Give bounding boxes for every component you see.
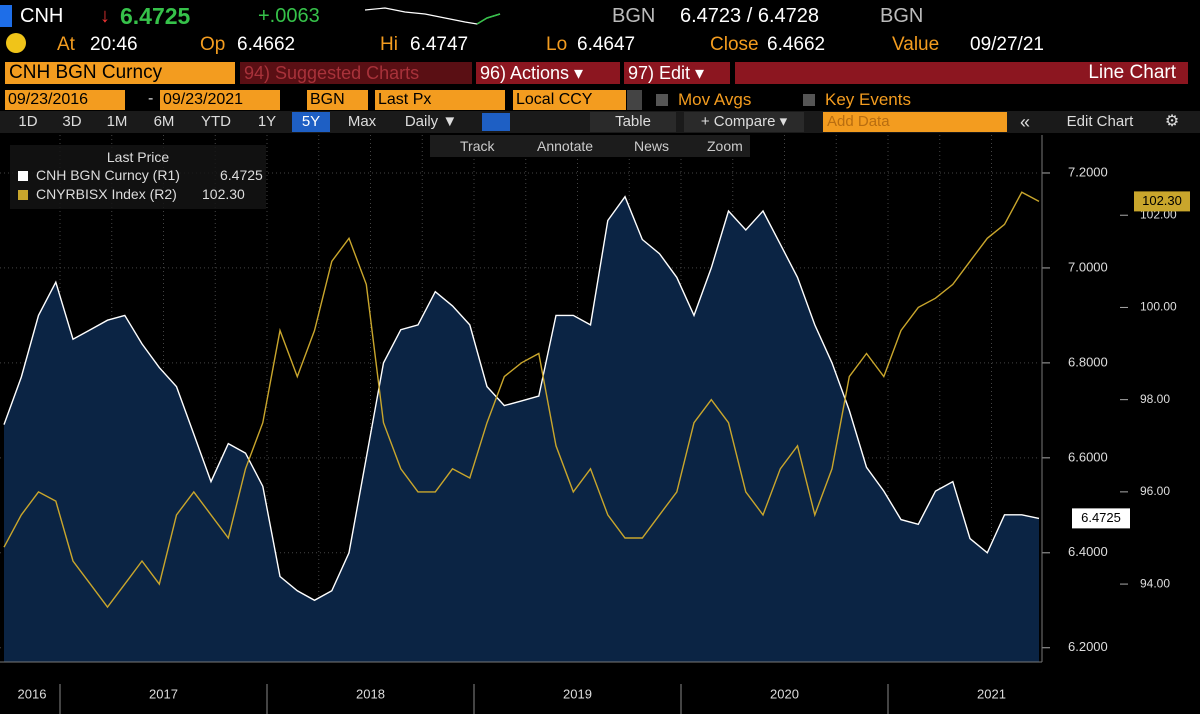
- sparkline: [365, 7, 501, 25]
- stat-value: 6.4662: [767, 34, 826, 55]
- actions-menu[interactable]: 96) Actions ▾: [476, 62, 620, 84]
- y-tick-label: 7.2000: [1068, 164, 1108, 179]
- x-tick-label: 2019: [563, 686, 592, 701]
- table-button[interactable]: Table: [590, 112, 676, 132]
- stat-value: 6.4747: [410, 34, 469, 55]
- y-tick-label: 6.8000: [1068, 354, 1108, 369]
- range-button[interactable]: Max: [347, 113, 377, 130]
- stat-value: 09/27/21: [970, 34, 1044, 55]
- legend: Last Price CNH BGN Curncy (R1) 6.4725 CN…: [10, 145, 266, 209]
- bid-ask: 6.4723 / 6.4728: [680, 5, 820, 27]
- y2-tick-label: 100.00: [1140, 300, 1177, 314]
- source: BGN: [880, 5, 924, 27]
- area: [4, 196, 1039, 662]
- x-axis-band: [0, 662, 1200, 714]
- current-value-box: [1134, 191, 1190, 212]
- x-tick-label: 2016: [18, 686, 47, 701]
- date-dash: -: [148, 90, 154, 107]
- y-tick-label: 6.2000: [1068, 639, 1108, 654]
- dropdown-arrow[interactable]: [627, 90, 642, 110]
- range-button[interactable]: 1D: [18, 113, 38, 130]
- suggested-charts[interactable]: 94) Suggested Charts: [240, 62, 472, 84]
- collapse[interactable]: «: [1019, 112, 1030, 132]
- stat-label: Close: [710, 34, 759, 55]
- chart-type[interactable]: Line Chart: [735, 62, 1188, 84]
- checkbox[interactable]: [803, 94, 815, 106]
- legend-value: 6.4725: [220, 167, 263, 183]
- tool-bar: [430, 135, 750, 157]
- series-line: [3, 195, 1040, 602]
- stat-label: Value: [892, 34, 940, 55]
- add-data[interactable]: Add Data: [823, 112, 1007, 132]
- stat-value: 6.4647: [577, 34, 636, 55]
- current-value-box: [1072, 508, 1130, 529]
- y-tick-label: 6.4000: [1068, 544, 1108, 559]
- currency-select[interactable]: Local CCY: [513, 90, 626, 110]
- compare-button[interactable]: + Compare ▾: [684, 112, 804, 132]
- y-tick-label: 6.6000: [1068, 449, 1108, 464]
- end-date[interactable]: 09/23/2021: [160, 90, 280, 110]
- y2-tick-label: 98.00: [1140, 392, 1170, 406]
- edit-menu[interactable]: 97) Edit ▾: [624, 62, 730, 84]
- mov-avgs[interactable]: Mov Avgs: [678, 90, 752, 109]
- stat-label: Op: [200, 34, 226, 55]
- legend-title: Last Price: [106, 149, 170, 165]
- start-date[interactable]: 09/23/2016: [5, 90, 125, 110]
- current-value-label: 102.30: [1142, 193, 1182, 208]
- y2-tick-label: 96.00: [1140, 484, 1170, 498]
- change: +.0063: [258, 5, 320, 27]
- range-button-active[interactable]: 5Y: [292, 112, 330, 132]
- legend-value: 102.30: [202, 186, 245, 202]
- clock-icon: [6, 33, 26, 53]
- range-button[interactable]: 3D: [62, 113, 82, 130]
- x-tick-label: 2018: [356, 686, 385, 701]
- edit-chart[interactable]: Edit Chart: [1066, 113, 1134, 130]
- x-tick-label: 2020: [770, 686, 799, 701]
- stat-value: 20:46: [90, 34, 138, 55]
- last-price: 6.4725: [120, 3, 191, 29]
- key-events[interactable]: Key Events: [825, 90, 911, 109]
- range-button[interactable]: YTD: [201, 113, 231, 130]
- x-tick-label: 2021: [977, 686, 1006, 701]
- ticker: CNH: [20, 5, 64, 27]
- range-button[interactable]: 6M: [153, 113, 175, 130]
- source: BGN: [612, 5, 656, 27]
- legend-swatch: [18, 171, 28, 181]
- security-marker: [0, 5, 12, 27]
- source-field[interactable]: BGN: [307, 90, 368, 110]
- y2-tick-label: 94.00: [1140, 576, 1170, 590]
- legend-label: CNH BGN Curncy (R1): [36, 167, 180, 183]
- stat-label: At: [57, 34, 75, 55]
- current-value-label: 6.4725: [1081, 510, 1121, 525]
- tool-button[interactable]: Track: [460, 138, 495, 154]
- line-chart-icon[interactable]: [482, 113, 510, 131]
- period-select[interactable]: Daily ▼: [404, 113, 458, 130]
- stat-label: Lo: [546, 34, 568, 55]
- legend-swatch: [18, 190, 28, 200]
- tool-button[interactable]: News: [634, 138, 670, 154]
- stat-value: 6.4662: [237, 34, 296, 55]
- series-line: [3, 191, 1040, 609]
- x-tick-label: 2017: [149, 686, 178, 701]
- range-button[interactable]: 1M: [106, 113, 128, 130]
- tool-button[interactable]: Annotate: [537, 138, 594, 154]
- field-select[interactable]: Last Px: [375, 90, 505, 110]
- down-arrow: ↓: [100, 5, 110, 27]
- legend-label: CNYRBISX Index (R2): [36, 186, 177, 202]
- stat-label: Hi: [380, 34, 398, 55]
- tool-button[interactable]: Zoom: [707, 138, 743, 154]
- security-field[interactable]: CNH BGN Curncy: [5, 62, 235, 84]
- y-tick-label: 7.0000: [1068, 259, 1108, 274]
- range-button[interactable]: 1Y: [257, 113, 277, 130]
- checkbox[interactable]: [656, 94, 668, 106]
- settings[interactable]: ⚙: [1164, 113, 1180, 130]
